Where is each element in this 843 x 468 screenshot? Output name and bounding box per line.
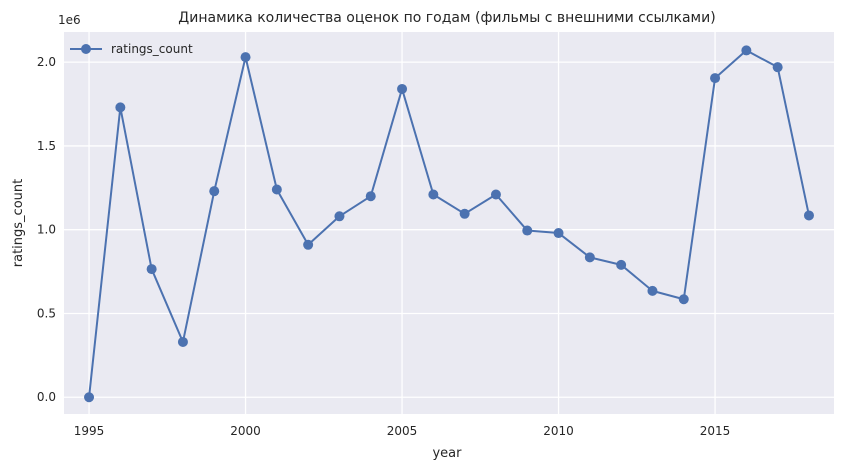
x-tick-label: 2005 xyxy=(387,424,418,438)
data-point xyxy=(303,239,314,250)
y-tick-label: 0.5 xyxy=(37,306,56,320)
data-point xyxy=(334,211,345,222)
y-offset-label: 1e6 xyxy=(58,13,81,27)
data-point xyxy=(428,189,439,200)
data-point xyxy=(115,102,126,113)
data-point xyxy=(177,336,188,347)
data-point xyxy=(553,228,564,239)
data-point xyxy=(803,210,814,221)
series-line xyxy=(88,49,810,398)
data-point xyxy=(84,392,95,403)
data-point xyxy=(522,225,533,236)
data-point xyxy=(678,294,689,305)
data-point xyxy=(616,259,627,270)
tick-labels: 1995 2000 2005 2010 2015 0.0 0.5 1.0 1.5 2.0 xyxy=(37,55,730,438)
x-tick-label: 2015 xyxy=(700,424,731,438)
legend-label: ratings_count xyxy=(111,42,193,56)
data-point xyxy=(459,208,470,219)
data-point xyxy=(647,285,658,296)
y-tick-label: 1.5 xyxy=(37,139,56,153)
x-axis-label: year xyxy=(432,446,462,461)
data-point xyxy=(741,45,752,56)
legend: ratings_count xyxy=(70,42,193,56)
data-point xyxy=(397,83,408,94)
data-point xyxy=(772,62,783,73)
data-point xyxy=(146,264,157,275)
data-point xyxy=(271,184,282,195)
y-tick-label: 1.0 xyxy=(37,223,56,237)
y-tick-label: 0.0 xyxy=(37,390,56,404)
y-axis-label: ratings_count xyxy=(11,179,26,267)
y-tick-label: 2.0 xyxy=(37,55,56,69)
x-tick-label: 1995 xyxy=(74,424,105,438)
data-point xyxy=(584,252,595,263)
data-point xyxy=(365,191,376,202)
data-point xyxy=(710,73,721,84)
legend-marker xyxy=(81,44,91,54)
series-group xyxy=(84,45,814,403)
data-point xyxy=(240,52,251,63)
data-point xyxy=(209,186,220,197)
x-tick-label: 2000 xyxy=(230,424,261,438)
plot-background xyxy=(64,32,834,414)
x-tick-label: 2010 xyxy=(543,424,574,438)
chart-title: Динамика количества оценок по годам (фил… xyxy=(178,10,715,26)
data-point xyxy=(490,189,501,200)
